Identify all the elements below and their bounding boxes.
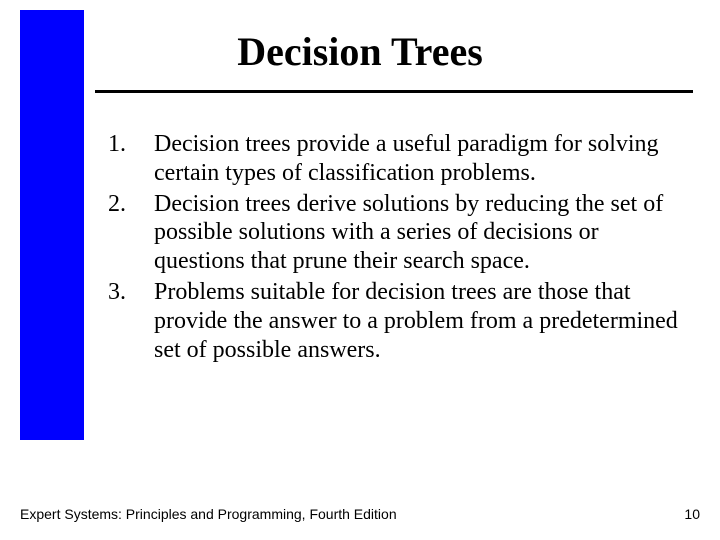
list-item: Decision trees provide a useful paradigm… <box>108 130 688 188</box>
title-divider <box>95 90 693 93</box>
slide-title: Decision Trees <box>0 28 720 75</box>
page-number: 10 <box>684 506 700 522</box>
footer: Expert Systems: Principles and Programmi… <box>20 506 700 522</box>
body-content: Decision trees provide a useful paradigm… <box>108 130 688 366</box>
list-item: Problems suitable for decision trees are… <box>108 278 688 364</box>
footer-text: Expert Systems: Principles and Programmi… <box>20 506 397 522</box>
list-item: Decision trees derive solutions by reduc… <box>108 190 688 276</box>
